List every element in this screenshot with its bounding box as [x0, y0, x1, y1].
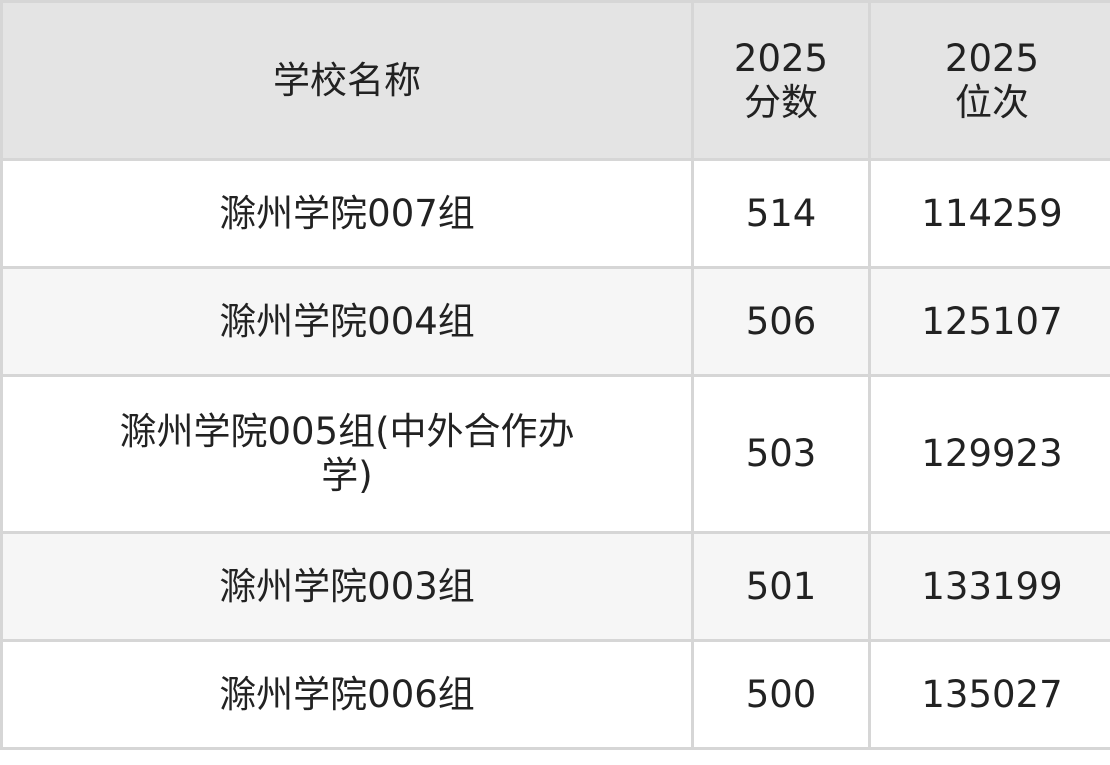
school-name: 滁州学院006组: [0, 639, 694, 750]
score: 503: [691, 374, 871, 534]
score: 501: [691, 531, 871, 642]
rank: 114259: [868, 158, 1110, 269]
header-school-name: 学校名称: [0, 0, 694, 161]
school-name-text: 滁州学院005组(中外合作办 学): [119, 410, 575, 497]
header-rank-label: 位次: [955, 80, 1029, 124]
table-row: 滁州学院006组 500 135027: [0, 639, 1110, 750]
rank: 133199: [868, 531, 1110, 642]
table-row: 滁州学院007组 514 114259: [0, 158, 1110, 269]
table-row: 滁州学院003组 501 133199: [0, 531, 1110, 642]
header-rank-year: 2025: [944, 36, 1040, 80]
score: 500: [691, 639, 871, 750]
school-name: 滁州学院005组(中外合作办 学): [0, 374, 694, 534]
rank: 135027: [868, 639, 1110, 750]
table-row: 滁州学院004组 506 125107: [0, 266, 1110, 377]
header-score-label: 分数: [744, 80, 818, 124]
header-row: 学校名称 2025 分数 2025 位次: [0, 0, 1110, 161]
header-score: 2025 分数: [691, 0, 871, 161]
header-score-year: 2025: [733, 36, 829, 80]
rank: 129923: [868, 374, 1110, 534]
table-row: 滁州学院005组(中外合作办 学) 503 129923: [0, 374, 1110, 534]
header-rank: 2025 位次: [868, 0, 1110, 161]
school-name: 滁州学院007组: [0, 158, 694, 269]
school-name: 滁州学院004组: [0, 266, 694, 377]
score: 506: [691, 266, 871, 377]
score: 514: [691, 158, 871, 269]
school-name: 滁州学院003组: [0, 531, 694, 642]
rank: 125107: [868, 266, 1110, 377]
